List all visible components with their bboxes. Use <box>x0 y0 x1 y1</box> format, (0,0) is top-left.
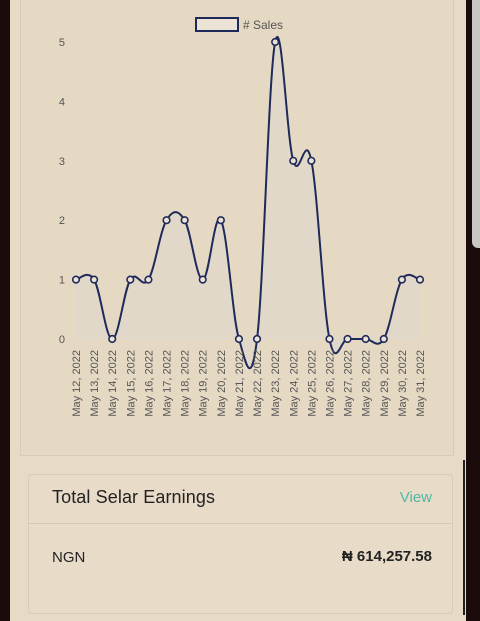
x-tick-label: May 28, 2022 <box>361 350 373 417</box>
x-tick-label: May 29, 2022 <box>379 350 391 417</box>
y-tick-label: 3 <box>59 156 65 168</box>
x-tick-label: May 30, 2022 <box>397 350 409 417</box>
y-tick-label: 1 <box>59 275 65 287</box>
data-point[interactable] <box>415 275 425 284</box>
view-earnings-link[interactable]: View <box>399 489 432 506</box>
currency-code: NGN <box>52 549 86 566</box>
legend-label: # Sales <box>243 18 283 32</box>
data-point[interactable] <box>144 275 153 284</box>
data-point[interactable] <box>379 334 388 344</box>
earnings-card: Total Selar Earnings View NGN ₦ 614,257.… <box>28 474 453 614</box>
data-point[interactable] <box>162 216 171 225</box>
y-tick-label: 0 <box>59 334 65 346</box>
earnings-header: Total Selar Earnings View <box>29 475 452 524</box>
x-tick-label: May 31, 2022 <box>415 350 427 417</box>
x-tick-label: May 12, 2022 <box>71 350 83 417</box>
earnings-amount: ₦ 614,257.58 <box>341 548 432 565</box>
x-tick-label: May 20, 2022 <box>216 350 228 417</box>
x-tick-label: May 19, 2022 <box>198 350 210 417</box>
earnings-row: NGN ₦ 614,257.58 <box>29 524 452 594</box>
scrollbar-track[interactable] <box>463 460 465 615</box>
y-tick-label: 2 <box>59 215 65 227</box>
x-tick-label: May 13, 2022 <box>89 350 101 417</box>
data-point[interactable] <box>397 275 406 284</box>
data-point[interactable] <box>108 334 117 344</box>
data-point[interactable] <box>271 37 280 47</box>
data-point[interactable] <box>71 275 81 284</box>
x-tick-label: May 24, 2022 <box>288 350 300 417</box>
x-tick-label: May 17, 2022 <box>162 350 174 417</box>
x-tick-label: May 25, 2022 <box>306 350 318 417</box>
data-point[interactable] <box>307 156 316 165</box>
data-point[interactable] <box>234 334 244 344</box>
x-tick-label: May 14, 2022 <box>107 350 119 417</box>
data-point[interactable] <box>361 334 370 344</box>
data-point[interactable] <box>216 216 225 225</box>
y-axis: 0 1 2 3 4 5 <box>59 37 65 346</box>
data-point[interactable] <box>325 334 334 344</box>
data-point[interactable] <box>90 275 99 284</box>
chart-legend[interactable]: # Sales <box>195 17 283 32</box>
earnings-title: Total Selar Earnings <box>52 487 216 507</box>
scrollbar-thumb[interactable] <box>472 0 480 248</box>
x-axis: May 12, 2022 May 13, 2022 May 14, 2022 May … <box>71 350 427 417</box>
series-area <box>76 36 420 369</box>
data-point[interactable] <box>180 216 189 225</box>
x-tick-label: May 15, 2022 <box>125 350 137 417</box>
x-tick-label: May 27, 2022 <box>343 350 355 417</box>
x-tick-label: May 21, 2022 <box>234 350 246 417</box>
x-tick-label: May 22, 2022 <box>252 350 264 417</box>
x-tick-label: May 26, 2022 <box>324 350 336 417</box>
y-tick-label: 5 <box>59 37 65 49</box>
data-point[interactable] <box>289 156 298 165</box>
data-point[interactable] <box>198 275 207 284</box>
x-tick-label: May 18, 2022 <box>180 350 192 417</box>
data-point[interactable] <box>343 334 352 344</box>
data-point[interactable] <box>126 275 135 284</box>
x-tick-label: May 23, 2022 <box>270 350 282 417</box>
x-tick-label: May 16, 2022 <box>143 350 155 417</box>
data-point[interactable] <box>252 334 262 344</box>
y-tick-label: 4 <box>59 96 65 108</box>
series-points <box>71 37 425 344</box>
legend-swatch <box>195 17 239 32</box>
